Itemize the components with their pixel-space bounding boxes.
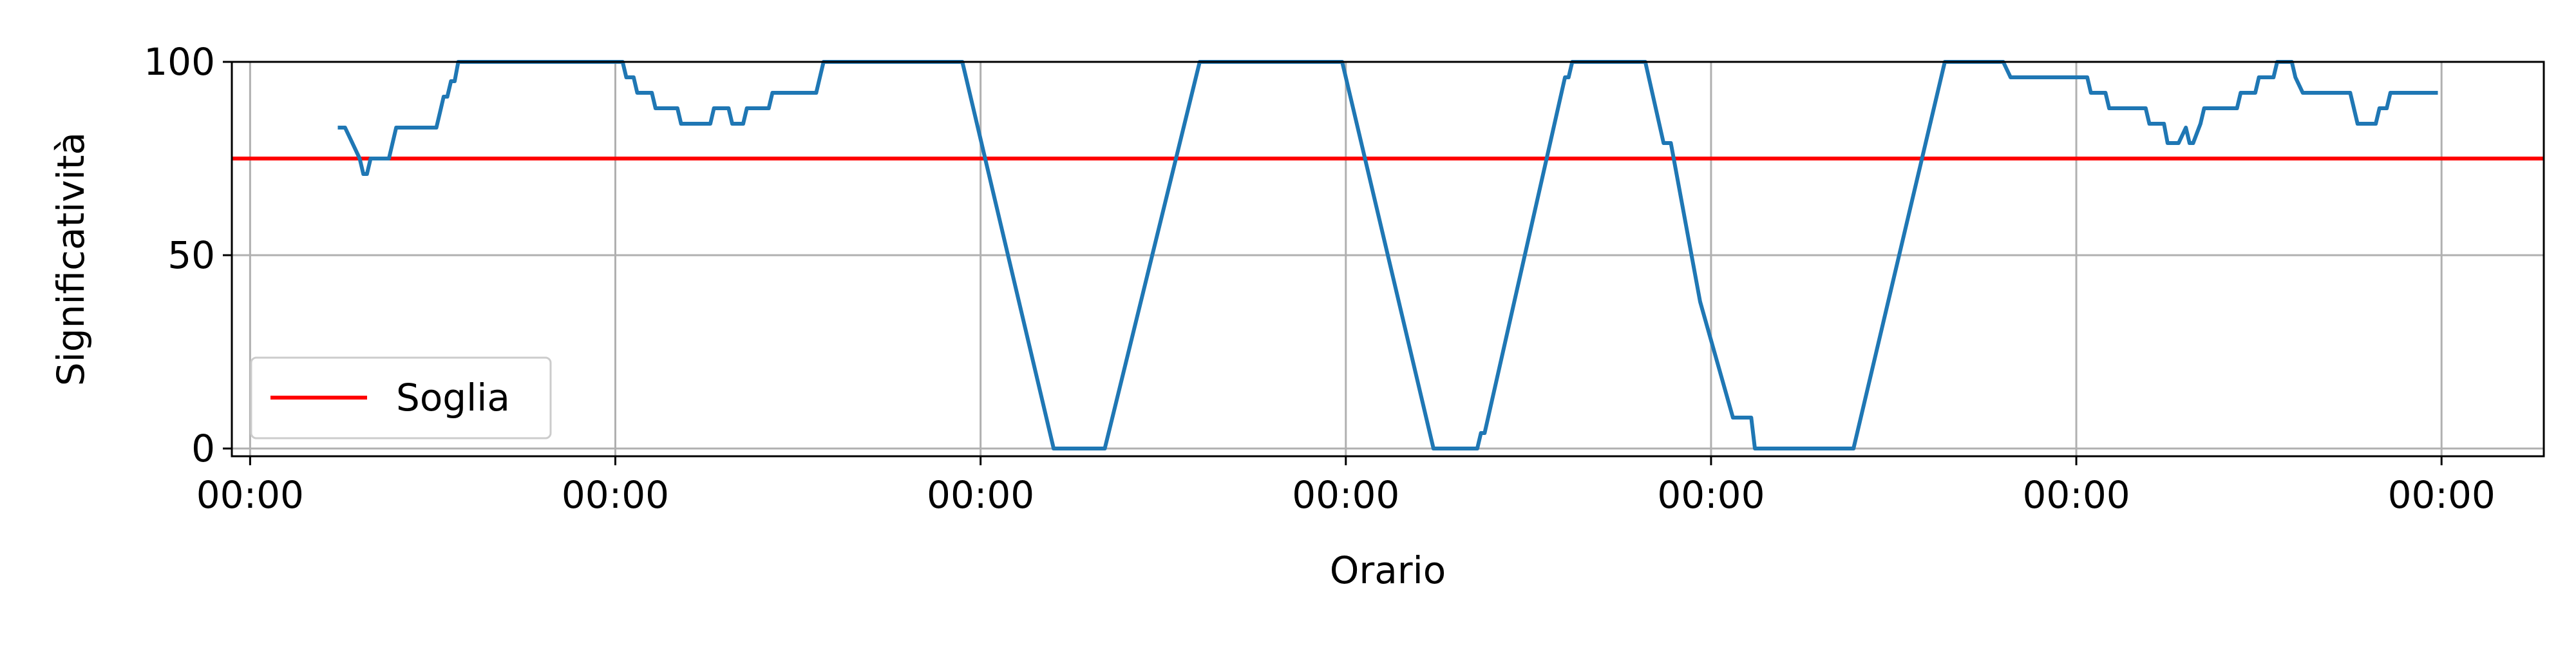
x-tick-label: 00:00 [1292,473,1399,517]
x-tick-label: 00:00 [1657,473,1765,517]
series-layer [337,60,2438,450]
y-tick-label: 0 [191,427,215,470]
y-tick-label: 50 [167,233,215,277]
plot-frame [231,61,2545,458]
legend-label-soglia: Soglia [396,376,510,420]
x-tick-label: 00:00 [562,473,669,517]
x-axis-label: Orario [1330,548,1446,592]
legend: Soglia [250,356,552,439]
series-line [337,60,2438,450]
x-tick-label: 00:00 [2022,473,2130,517]
legend-box [250,356,552,439]
axis-ticks: 00:00 00:00 00:00 00:00 00:00 00:00 00:0005010… [144,40,2495,517]
y-axis-label: Significatività [49,132,93,386]
y-tick-label: 100 [144,40,215,84]
x-tick-label: 00:00 [927,473,1034,517]
x-tick-label: 00:00 [196,473,304,517]
x-tick-label: 00:00 [2388,473,2496,517]
